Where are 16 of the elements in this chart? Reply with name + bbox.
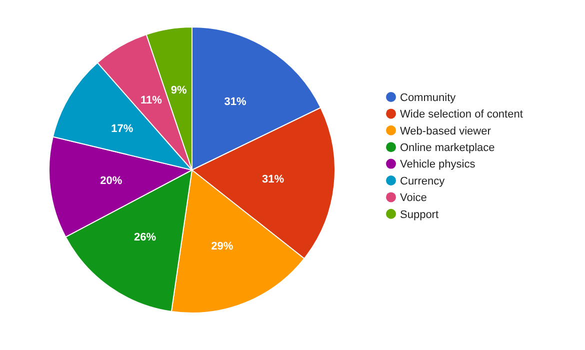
- data-label: 20%: [100, 175, 122, 188]
- data-label: 31%: [224, 96, 246, 108]
- data-label: 29%: [211, 240, 234, 253]
- data-label: 9%: [170, 84, 187, 96]
- legend-label: Wide selection of content: [400, 108, 523, 121]
- data-label: 11%: [140, 94, 162, 106]
- data-label: 17%: [111, 122, 134, 135]
- legend-label: Voice: [400, 192, 427, 204]
- legend-label: Support: [400, 208, 439, 221]
- data-label: 31%: [262, 174, 284, 186]
- legend-label: Community: [400, 92, 456, 104]
- legend-label: Web-based viewer: [400, 125, 492, 138]
- legend-label: Vehicle physics: [400, 158, 476, 171]
- data-label: 26%: [134, 231, 156, 244]
- legend-label: Currency: [400, 175, 446, 188]
- legend-label: Online marketplace: [400, 142, 495, 154]
